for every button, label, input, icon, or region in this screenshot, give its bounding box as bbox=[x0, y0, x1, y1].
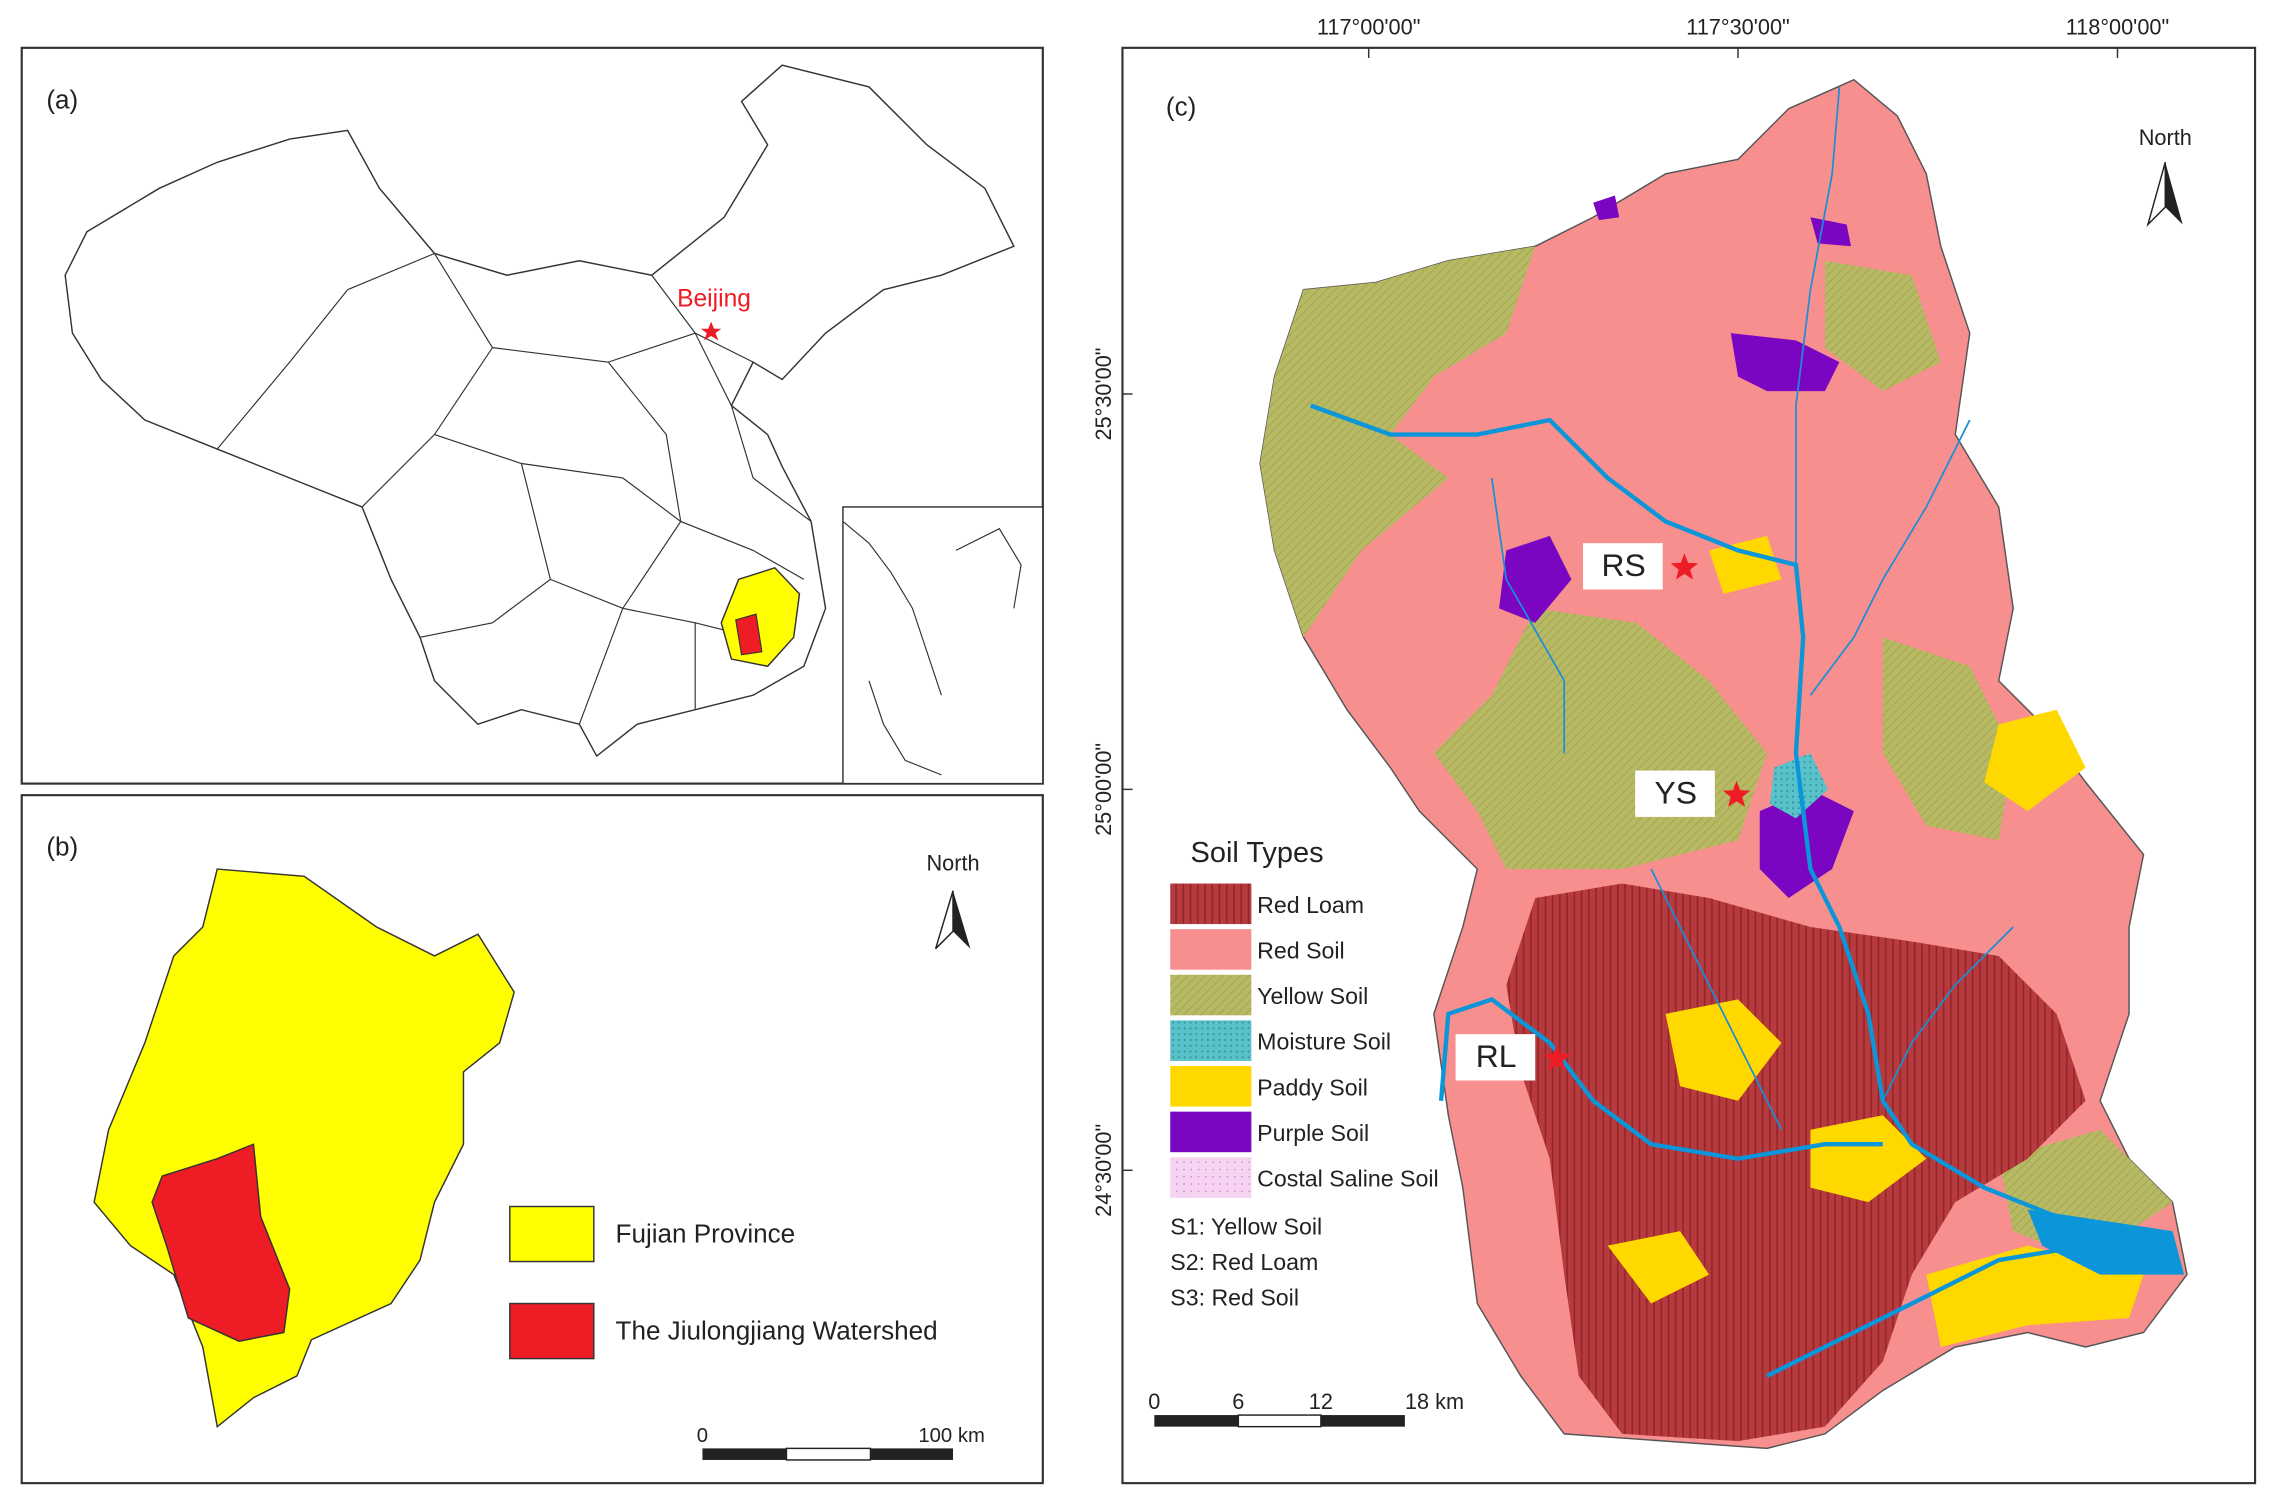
site-label: RS bbox=[1601, 547, 1645, 583]
note: S3: Red Soil bbox=[1170, 1284, 1299, 1310]
legend-label: Paddy Soil bbox=[1257, 1074, 1368, 1100]
scale-label: 12 bbox=[1309, 1389, 1333, 1414]
longitude-label: 117°00'00" bbox=[1317, 15, 1420, 40]
legend-swatch bbox=[1170, 1111, 1252, 1153]
longitude-axis: 117°00'00" 117°30'00" 118°00'00" bbox=[1317, 15, 2169, 58]
site-label: YS bbox=[1654, 775, 1697, 811]
scale-bar bbox=[1154, 1414, 1405, 1428]
legend-label: Costal Saline Soil bbox=[1257, 1166, 1439, 1192]
legend-swatch bbox=[1170, 1157, 1252, 1198]
latitude-axis: 25°30'00" 25°00'00" 24°30'00" bbox=[1091, 347, 1133, 1217]
note: S1: Yellow Soil bbox=[1170, 1213, 1322, 1239]
scale-label: 0 bbox=[1148, 1389, 1160, 1414]
site-label-box bbox=[1635, 770, 1715, 817]
city-label: Beijing bbox=[677, 285, 751, 312]
soil-map bbox=[1259, 78, 2188, 1450]
legend-swatch bbox=[509, 1205, 595, 1263]
site-star bbox=[1543, 1044, 1571, 1071]
panel-c-frame bbox=[1121, 46, 2257, 1485]
site-label-box bbox=[1455, 1034, 1536, 1081]
note: S2: Red Loam bbox=[1170, 1249, 1318, 1275]
north-arrow bbox=[953, 890, 971, 949]
north-arrow bbox=[934, 890, 954, 950]
north-label: North bbox=[2139, 125, 2192, 150]
site-label-box bbox=[1583, 543, 1663, 590]
sampling-sites: RS YS RL bbox=[1455, 543, 1751, 1081]
scale-label: 6 bbox=[1232, 1389, 1244, 1414]
fujian-province bbox=[93, 868, 515, 1428]
beijing-star bbox=[700, 321, 722, 341]
legend-label: Red Loam bbox=[1257, 892, 1364, 918]
legend-label: Moisture Soil bbox=[1257, 1029, 1391, 1055]
north-arrow bbox=[2165, 162, 2183, 225]
site-star bbox=[1722, 780, 1751, 807]
panel-b-frame bbox=[20, 794, 1044, 1485]
scale-labels: 0 6 12 18 km bbox=[1148, 1389, 1464, 1414]
north-label: North bbox=[926, 850, 979, 875]
scale-bar bbox=[702, 1447, 954, 1461]
inset-island bbox=[868, 680, 942, 776]
jiulongjiang-watershed bbox=[151, 1143, 291, 1342]
legend-swatch bbox=[1170, 1066, 1252, 1107]
legend-label: Red Soil bbox=[1257, 937, 1345, 963]
legend: Fujian Province The Jiulongjiang Watershe… bbox=[509, 1205, 938, 1360]
legend-swatch bbox=[1170, 883, 1252, 925]
latitude-label: 25°00'00" bbox=[1091, 743, 1116, 836]
scale-label: 0 bbox=[697, 1425, 708, 1447]
inset-coast bbox=[842, 520, 942, 696]
legend-swatch bbox=[1170, 974, 1252, 1016]
panel-label: (a) bbox=[46, 84, 78, 114]
longitude-label: 118°00'00" bbox=[2066, 15, 2169, 40]
panel-label: (c) bbox=[1166, 92, 1196, 122]
panel-label: (b) bbox=[46, 832, 78, 862]
legend-label: Purple Soil bbox=[1257, 1120, 1369, 1146]
scale-label: 18 km bbox=[1405, 1389, 1464, 1414]
watershed-inset bbox=[735, 613, 763, 656]
legend-swatch bbox=[509, 1302, 595, 1360]
legend-label: Fujian Province bbox=[616, 1218, 796, 1248]
legend-title: Soil Types bbox=[1191, 837, 1324, 869]
inset-island bbox=[955, 527, 1022, 609]
legend: Red Loam Red Soil Yellow Soil Moisture Soil… bbox=[1170, 883, 1439, 1198]
notes: S1: Yellow Soil S2: Red Loam S3: Red Soil bbox=[1170, 1213, 1322, 1310]
latitude-label: 25°30'00" bbox=[1091, 347, 1116, 440]
panel-a-frame bbox=[20, 46, 1044, 785]
inset-frame bbox=[842, 506, 1044, 785]
site-star bbox=[1670, 553, 1699, 580]
longitude-label: 117°30'00" bbox=[1686, 15, 1789, 40]
north-arrow bbox=[2146, 162, 2166, 227]
latitude-label: 24°30'00" bbox=[1091, 1124, 1116, 1217]
legend-label: Yellow Soil bbox=[1257, 983, 1368, 1009]
site-label: RL bbox=[1476, 1038, 1517, 1074]
scale-label: 100 km bbox=[918, 1425, 984, 1447]
legend-swatch bbox=[1170, 1020, 1252, 1061]
legend-label: The Jiulongjiang Watershed bbox=[616, 1315, 938, 1345]
legend-swatch bbox=[1170, 929, 1252, 970]
